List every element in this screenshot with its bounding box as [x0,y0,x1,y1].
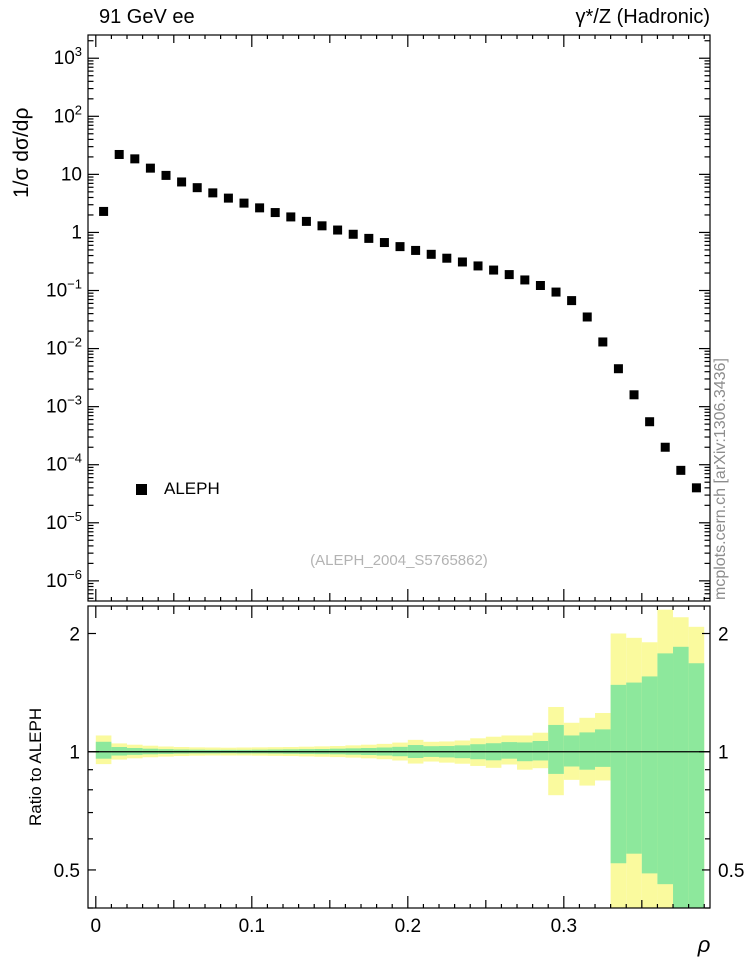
x-tick-label: 0.2 [395,916,421,937]
main-y-tick-label: 10−5 [46,509,82,534]
x-tick-label: 0.1 [239,916,265,937]
x-tick-label: 0.3 [551,916,577,937]
ratio-bands [95,609,705,908]
main-y-tick-label: 1 [71,222,82,243]
ratio-y-axis-title: Ratio to ALEPH [26,707,45,826]
main-y-tick-label: 10−2 [46,335,82,360]
ratio-y-tick-label-left: 2 [69,625,80,646]
ratio-frame [87,605,711,909]
main-frame [87,34,711,602]
legend-label: ALEPH [164,479,220,498]
analysis-id-watermark: (ALEPH_2004_S5765862) [310,552,488,569]
ratio-y-tick-label-right: 2 [718,625,729,646]
main-y-tick-label: 10−4 [46,451,82,476]
process-title: γ*/Z (Hadronic) [575,6,710,28]
mcplots-arxiv-watermark: mcplots.cern.ch [arXiv:1306.3436] [712,358,729,600]
ratio-y-tick-label-right: 0.5 [718,861,744,882]
legend-marker-square-icon [136,483,147,495]
main-y-tick-label: 102 [54,102,82,127]
main-y-tick-label: 10−1 [46,277,82,302]
x-axis-title: ρ [697,932,711,957]
main-y-tick-label: 10 [61,164,82,185]
ratio-y-tick-label-left: 1 [69,743,80,764]
legend: ALEPH [136,479,220,499]
main-y-tick-label: 103 [54,44,82,69]
ratio-y-tick-label-right: 1 [718,743,729,764]
main-y-axis-title: 1/σ dσ/dρ [10,107,33,198]
energy-title: 91 GeV ee [99,6,195,28]
ratio-y-tick-label-left: 0.5 [54,861,80,882]
main-y-tick-label: 10−3 [46,393,82,418]
main-y-tick-label: 10−6 [46,567,82,592]
data-points-aleph [99,149,701,493]
axis-ticks [88,35,710,909]
x-tick-label: 0 [91,916,102,937]
